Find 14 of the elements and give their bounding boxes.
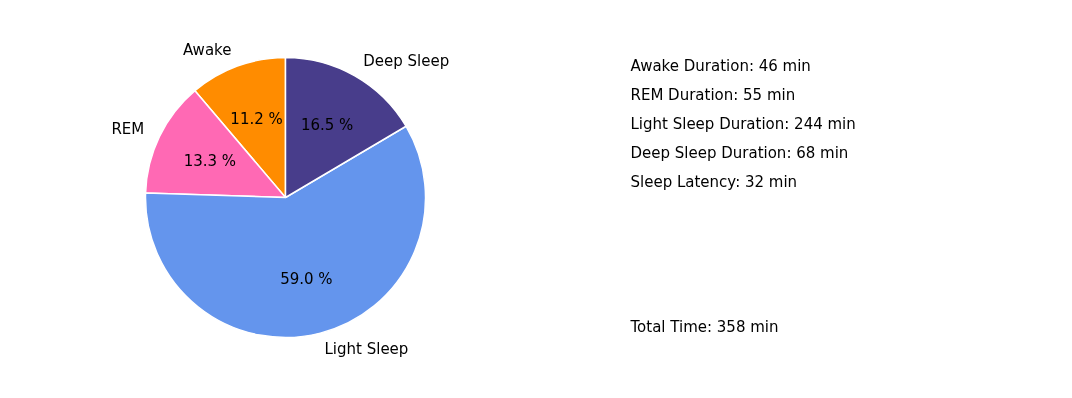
text: Sleep Latency: 32 min (630, 172, 798, 191)
slice-label: Deep Sleep (363, 52, 450, 71)
text: Deep Sleep Duration: 68 min (630, 143, 849, 162)
slice-label: Light Sleep (324, 340, 409, 359)
data-label: 13.3 % (183, 152, 237, 171)
text: REM Duration: 55 min (630, 85, 796, 104)
slice-label: REM (111, 120, 145, 139)
data-label: 16.5 % (300, 115, 354, 134)
text: Awake Duration: 46 min (630, 56, 811, 75)
slice-label: Awake (182, 41, 232, 60)
text: Total Time: 358 min (629, 317, 779, 336)
data-label: 59.0 % (280, 269, 333, 288)
text: Light Sleep Duration: 244 min (630, 114, 856, 133)
data-label: 11.2 % (230, 109, 283, 128)
